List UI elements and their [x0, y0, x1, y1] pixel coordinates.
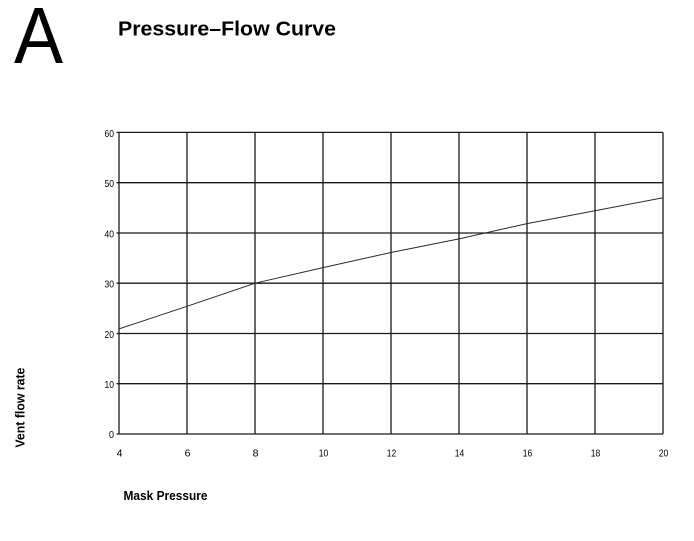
svg-text:50: 50: [105, 178, 115, 190]
svg-text:12: 12: [387, 448, 397, 460]
svg-text:6: 6: [185, 448, 191, 460]
svg-text:4: 4: [117, 448, 123, 460]
svg-text:18: 18: [591, 448, 601, 460]
svg-text:10: 10: [105, 379, 115, 391]
svg-text:8: 8: [253, 448, 259, 460]
svg-text:14: 14: [455, 448, 465, 460]
svg-text:Vent flow rate: Vent flow rate: [13, 368, 28, 448]
svg-text:10: 10: [319, 448, 329, 460]
svg-text:30: 30: [105, 279, 115, 291]
svg-text:20: 20: [105, 329, 115, 341]
svg-text:60: 60: [105, 128, 115, 140]
svg-text:Mask Pressure: Mask Pressure: [124, 488, 208, 503]
svg-text:20: 20: [659, 448, 669, 460]
svg-text:A: A: [14, 0, 64, 81]
svg-text:0: 0: [109, 429, 114, 441]
svg-text:16: 16: [523, 448, 533, 460]
svg-text:Pressure–Flow Curve: Pressure–Flow Curve: [118, 19, 336, 41]
svg-text:40: 40: [105, 229, 115, 241]
